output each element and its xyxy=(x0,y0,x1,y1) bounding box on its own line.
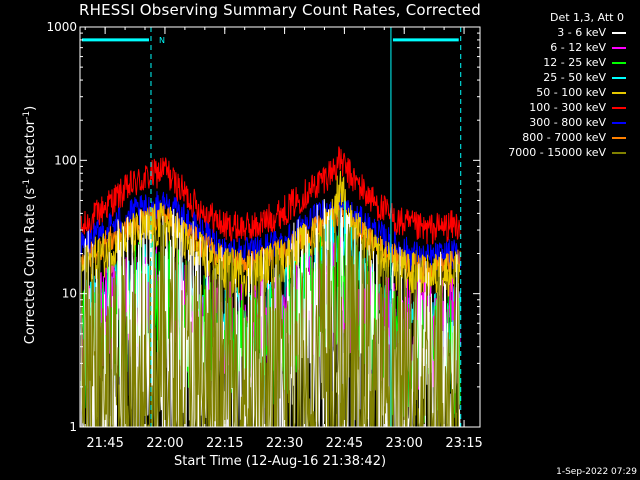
legend-item: 50 - 100 keV xyxy=(480,85,626,100)
legend-item-label: 800 - 7000 keV xyxy=(522,131,606,144)
series-group xyxy=(80,146,461,428)
legend-item-label: 300 - 800 keV xyxy=(529,116,606,129)
legend-swatch xyxy=(612,151,626,154)
legend-item-label: 50 - 100 keV xyxy=(536,86,606,99)
legend: Det 1,3, Att 0 3 - 6 keV 6 - 12 keV 12 -… xyxy=(480,10,626,160)
y-tick-label: 1000 xyxy=(46,20,77,34)
legend-item: 100 - 300 keV xyxy=(480,100,626,115)
x-tick-label: 22:45 xyxy=(326,436,363,451)
x-tick-label: 22:30 xyxy=(266,436,303,451)
legend-item-label: 6 - 12 keV xyxy=(550,41,606,54)
axes-group: 1 10 100 1000 21:45 22:00 22:15 22:30 22:45 23:00… xyxy=(46,20,482,451)
chart-title: RHESSI Observing Summary Count Rates, Co… xyxy=(78,1,481,19)
legend-item: 6 - 12 keV xyxy=(480,40,626,55)
legend-item: 7000 - 15000 keV xyxy=(480,145,626,160)
legend-item-label: 25 - 50 keV xyxy=(543,71,606,84)
x-tick-label: 23:00 xyxy=(385,436,422,451)
datestamp: 1-Sep-2022 07:29 xyxy=(556,467,637,477)
legend-item-label: 12 - 25 keV xyxy=(543,56,606,69)
legend-swatch xyxy=(612,46,626,49)
y-tick-label: 1 xyxy=(69,420,77,434)
series-line xyxy=(81,170,461,301)
y-axis-label: Corrected Count Rate (s-1 detector-1) xyxy=(21,105,39,345)
legend-item-label: 3 - 6 keV xyxy=(557,26,606,39)
x-tick-label: 22:00 xyxy=(146,436,183,451)
legend-swatch xyxy=(612,121,626,124)
legend-item: 3 - 6 keV xyxy=(480,25,626,40)
series-line xyxy=(80,209,461,428)
x-axis-label: Start Time (12-Aug-16 21:38:42) xyxy=(173,454,387,469)
legend-swatch xyxy=(612,106,626,109)
night-flag-label: N xyxy=(159,36,165,45)
legend-swatch xyxy=(612,91,626,94)
legend-item: 800 - 7000 keV xyxy=(480,130,626,145)
legend-swatch xyxy=(612,61,626,64)
series-line xyxy=(80,146,461,245)
x-tick-label: 23:15 xyxy=(445,436,482,451)
legend-item: 25 - 50 keV xyxy=(480,70,626,85)
legend-item: 300 - 800 keV xyxy=(480,115,626,130)
legend-swatch xyxy=(612,31,626,34)
legend-item-label: 100 - 300 keV xyxy=(529,101,606,114)
legend-item-label: 7000 - 15000 keV xyxy=(508,146,606,159)
y-tick-label: 10 xyxy=(62,287,77,301)
legend-swatch xyxy=(612,76,626,79)
legend-swatch xyxy=(612,136,626,139)
legend-header: Det 1,3, Att 0 xyxy=(550,11,624,24)
x-tick-label: 22:15 xyxy=(206,436,243,451)
y-tick-label: 100 xyxy=(54,153,77,167)
x-tick-label: 21:45 xyxy=(86,436,123,451)
plot-frame xyxy=(79,26,481,428)
legend-item: 12 - 25 keV xyxy=(480,55,626,70)
